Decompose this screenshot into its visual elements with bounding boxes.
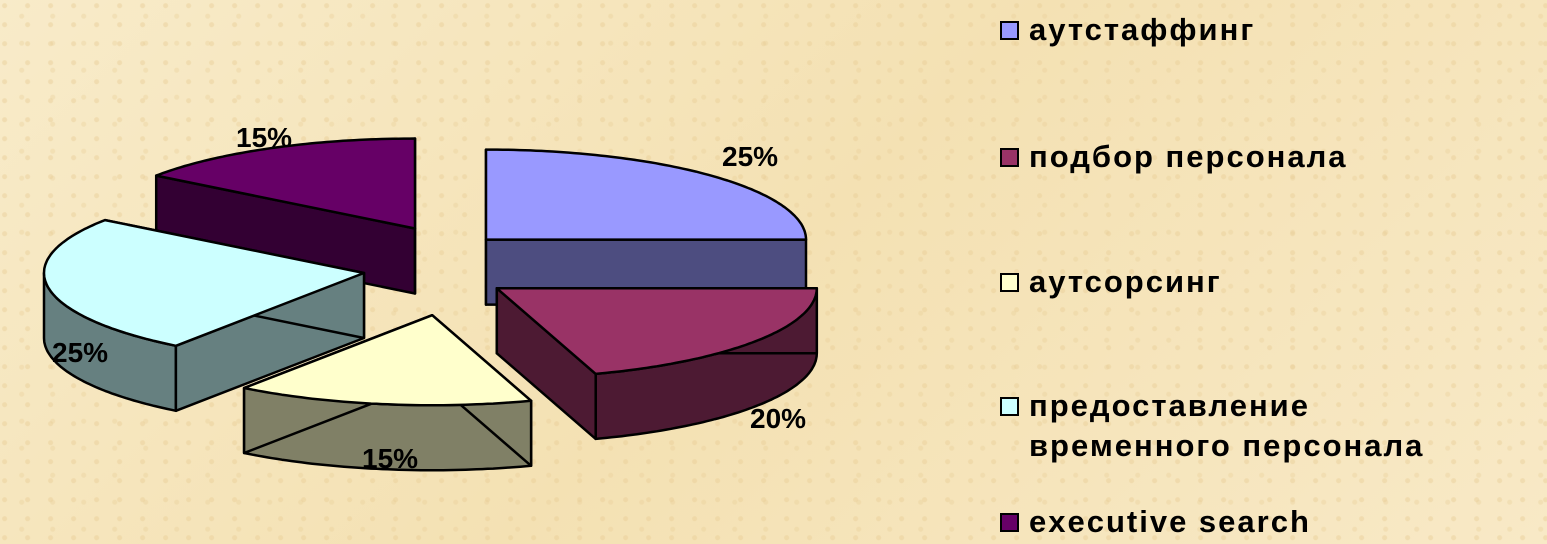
data-label-recruitment: 20% [750,403,806,434]
legend-label: аутсорсинг [1029,264,1222,299]
legend: аутстаффинг подбор персонала аутсорсинг … [1000,0,1547,544]
pie-slice-recruitment [495,287,819,441]
legend-item-outsourcing: аутсорсинг [1000,262,1222,302]
legend-swatch [1000,21,1019,40]
legend-swatch [1000,397,1019,416]
pie-slice-executive-search [154,137,417,295]
legend-item-recruitment: подбор персонала [1000,137,1348,177]
legend-label: аутстаффинг [1029,12,1256,47]
legend-swatch [1000,148,1019,167]
pie-slice-outsourcing [242,313,533,472]
legend-item-temporary-staff: предоставление временного персонала [1000,386,1424,466]
legend-label: предоставление временного персонала [1029,388,1425,463]
legend-swatch [1000,513,1019,532]
legend-item-executive-search: executive search [1000,502,1311,542]
legend-label: подбор персонала [1029,139,1348,174]
data-label-temporary-staff: 25% [52,337,108,368]
data-label-executive-search: 15% [236,122,292,153]
pie-slice-temporary-staff [42,218,366,413]
data-label-outstaffing: 25% [722,141,778,172]
pie-slice-outstaffing [484,148,808,306]
data-label-outsourcing: 15% [362,443,418,474]
legend-item-outstaffing: аутстаффинг [1000,10,1255,50]
legend-swatch [1000,273,1019,292]
pie-chart: 25% 20% 15% 25% 15% [42,122,819,474]
legend-label: executive search [1029,504,1311,539]
